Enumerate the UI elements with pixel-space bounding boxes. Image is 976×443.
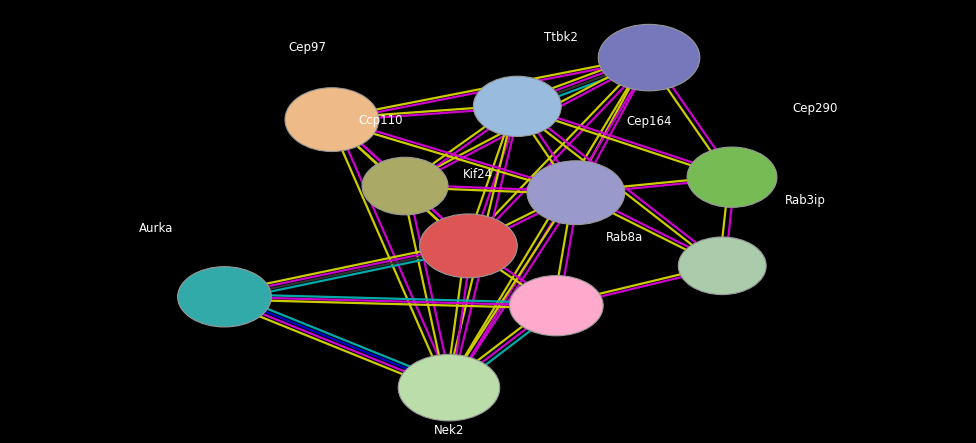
Text: Cep164: Cep164 — [627, 115, 671, 128]
Ellipse shape — [678, 237, 766, 295]
Text: Aurka: Aurka — [139, 222, 174, 235]
Ellipse shape — [509, 276, 603, 336]
Text: Cep290: Cep290 — [793, 102, 837, 115]
Ellipse shape — [285, 88, 379, 152]
Ellipse shape — [527, 161, 625, 225]
Ellipse shape — [598, 24, 700, 91]
Ellipse shape — [178, 267, 271, 327]
Ellipse shape — [473, 76, 561, 136]
Text: Rab8a: Rab8a — [606, 231, 643, 244]
Ellipse shape — [420, 214, 517, 278]
Ellipse shape — [362, 157, 448, 215]
Text: Nek2: Nek2 — [433, 424, 465, 437]
Text: Ccp110: Ccp110 — [358, 114, 403, 127]
Ellipse shape — [687, 147, 777, 207]
Text: Cep97: Cep97 — [289, 41, 326, 54]
Text: Ttbk2: Ttbk2 — [545, 31, 578, 44]
Ellipse shape — [398, 354, 500, 421]
Text: Kif24: Kif24 — [464, 168, 493, 181]
Text: Rab3ip: Rab3ip — [785, 194, 826, 207]
